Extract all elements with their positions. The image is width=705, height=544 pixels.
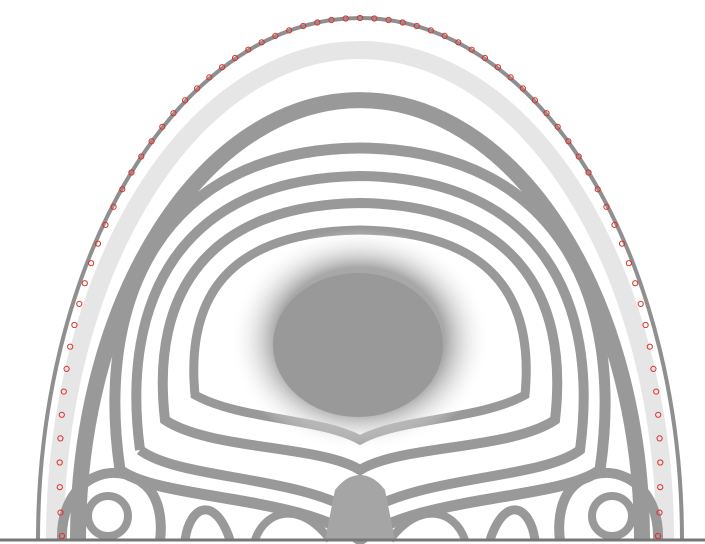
central-spot — [273, 273, 443, 417]
fringe-image — [0, 0, 705, 544]
